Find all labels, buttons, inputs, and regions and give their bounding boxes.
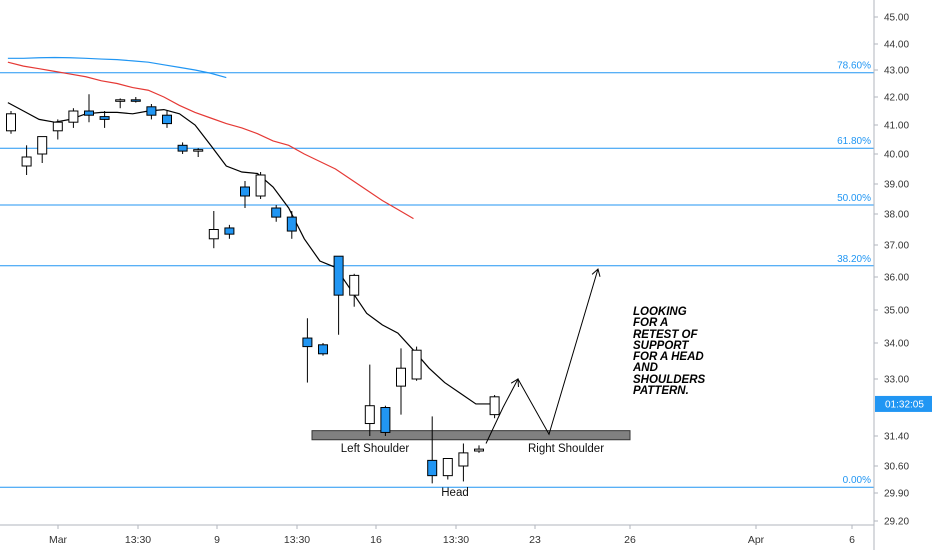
candle-body[interactable] [240, 186, 250, 197]
y-tick-label: 44.00 [884, 40, 909, 51]
candle-body[interactable] [427, 459, 438, 477]
y-tick-label: 36.00 [884, 273, 909, 284]
note-line: FOR A HEAD [633, 351, 704, 364]
x-tick-label: Mar [49, 534, 68, 546]
candle-body[interactable] [333, 255, 344, 296]
candle-body[interactable] [193, 149, 204, 152]
note-line: PATTERN. [633, 385, 689, 398]
current-time-label: 01:32:05 [885, 399, 924, 410]
y-tick-label: 29.90 [884, 489, 909, 500]
candle-body[interactable] [380, 407, 391, 433]
candle-body[interactable] [318, 344, 328, 355]
arrow-head [510, 378, 519, 388]
candle-body[interactable] [208, 229, 219, 240]
note-line: FOR A [633, 317, 669, 330]
candle-body[interactable] [489, 396, 500, 416]
candle-body[interactable] [52, 121, 63, 132]
y-tick-label: 40.00 [884, 150, 909, 161]
y-tick-label: 35.00 [884, 306, 909, 317]
y-tick-label: 33.00 [884, 375, 909, 386]
fib-level-label: 61.80% [837, 136, 871, 147]
candle-body[interactable] [349, 274, 360, 296]
x-tick-label: 23 [529, 534, 541, 546]
candle-body[interactable] [442, 458, 453, 477]
candle-body[interactable] [302, 337, 313, 348]
fib-level-label: 38.20% [837, 254, 871, 265]
pattern-note: LOOKING FOR A RETEST OF SUPPORT FOR A HE… [633, 306, 743, 398]
y-tick-label: 38.00 [884, 210, 909, 221]
candle-body[interactable] [115, 99, 126, 102]
note-line: RETEST OF [633, 328, 698, 341]
support-zone [311, 430, 631, 441]
candle-body[interactable] [177, 144, 188, 152]
y-tick-label: 31.40 [884, 432, 909, 443]
arrow-head [591, 268, 601, 277]
candle-body[interactable] [21, 156, 32, 167]
fib-level-label: 78.60% [837, 61, 871, 72]
candle-body[interactable] [411, 349, 422, 380]
candle-body[interactable] [224, 227, 235, 235]
x-tick-label: 26 [624, 534, 636, 546]
series-line [7, 56, 227, 79]
candle-body[interactable] [37, 136, 48, 155]
fib-level-label: 50.00% [837, 193, 871, 204]
y-tick-label: 41.00 [884, 121, 909, 132]
candle-body[interactable] [130, 99, 141, 102]
x-tick-label: 13:30 [125, 534, 151, 546]
left-shoulder-label: Left Shoulder [341, 443, 410, 455]
x-tick-label: 6 [849, 534, 855, 546]
candle-body[interactable] [162, 114, 172, 125]
candle-body[interactable] [286, 216, 297, 232]
candle-body[interactable] [6, 113, 16, 132]
right-shoulder-label: Right Shoulder [528, 443, 604, 455]
note-line: LOOKING [633, 306, 687, 318]
candle-body[interactable] [68, 110, 79, 123]
note-line: SHOULDERS [633, 373, 706, 386]
y-tick-label: 34.00 [884, 339, 909, 350]
candle-body[interactable] [99, 116, 110, 120]
y-tick-label: 39.00 [884, 180, 909, 191]
x-tick-label: 16 [370, 534, 382, 546]
note-line: AND [633, 362, 658, 375]
candle-body[interactable] [84, 110, 94, 116]
x-tick-label: 9 [214, 534, 220, 546]
y-tick-label: 45.00 [884, 13, 909, 24]
candle-body[interactable] [146, 106, 157, 116]
y-tick-label: 30.60 [884, 462, 909, 473]
x-tick-label: Apr [748, 534, 765, 546]
candle-body[interactable] [364, 405, 375, 425]
projection-path [485, 268, 599, 444]
x-tick-label: 13:30 [284, 534, 310, 546]
current-price-badge [875, 395, 932, 412]
note-line: SUPPORT [633, 339, 689, 352]
y-tick-label: 43.00 [884, 66, 909, 77]
candle-body[interactable] [474, 448, 484, 452]
candle-body[interactable] [255, 174, 266, 197]
y-tick-label: 42.00 [884, 93, 909, 104]
candle-body[interactable] [271, 207, 282, 218]
candle-body[interactable] [458, 452, 469, 467]
series-line [7, 61, 414, 220]
y-tick-label: 37.00 [884, 241, 909, 252]
candle-body[interactable] [396, 367, 406, 387]
head-label: Head [441, 487, 469, 499]
fib-level-label: 0.00% [843, 475, 871, 486]
y-tick-label: 29.20 [884, 517, 909, 528]
x-tick-label: 13:30 [443, 534, 469, 546]
